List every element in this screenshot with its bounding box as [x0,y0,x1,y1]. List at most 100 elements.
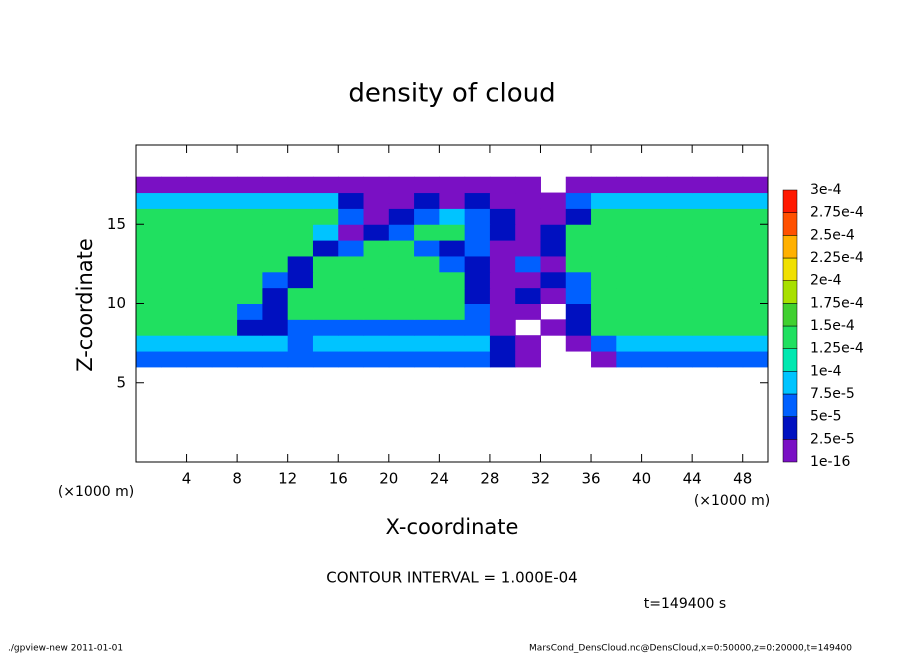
cell [742,319,769,336]
cell [565,192,592,209]
cell [312,224,339,241]
cell [414,303,440,320]
cell [489,240,516,257]
cell [641,192,668,209]
cell [616,271,643,289]
cell [439,303,466,320]
cell [692,240,718,257]
cell [211,192,238,209]
cell [136,319,162,336]
cell [363,224,390,241]
colorbar-label: 2e-4 [810,273,842,289]
colorbar-label: 5e-5 [810,409,841,425]
cell [692,319,718,336]
cell [388,208,415,225]
cell [388,255,415,273]
cell [565,319,592,336]
cell [161,303,188,320]
cell [414,255,440,273]
cell [312,303,339,320]
cell [616,255,643,273]
colorbar-label: 1.25e-4 [810,341,864,357]
cell [742,351,769,368]
cell [464,303,491,320]
colorbar-band [782,325,798,349]
cell [414,176,440,194]
colorbar-label: 2.25e-4 [810,250,864,266]
cell [262,335,289,352]
cell [287,192,314,209]
cell [692,287,718,304]
cell [161,208,188,225]
cell [565,224,592,241]
cell [591,303,617,320]
cell [591,240,617,257]
cell [338,287,365,304]
y-tick-label: 10 [107,294,126,312]
cell [388,335,415,352]
cell [641,303,668,320]
x-tick-label: 36 [581,470,600,488]
cell [312,287,339,304]
cell [515,335,541,352]
cell [136,271,162,289]
cell [439,319,466,336]
cell [136,303,162,320]
cell [666,335,693,352]
y-axis-label: Z-coordinate [73,238,97,372]
cell [237,303,263,320]
cell [338,192,365,209]
cell [515,287,541,304]
cell [287,271,314,289]
cell [237,240,263,257]
cell [616,192,643,209]
cell [287,319,314,336]
cell [641,240,668,257]
x-tick-label: 20 [379,470,398,488]
cell [616,240,643,257]
cell [338,224,365,241]
cell [363,303,390,320]
cell [388,271,415,289]
cell [666,287,693,304]
cell [414,319,440,336]
cell [161,351,188,368]
cell [161,271,188,289]
y-tick-label: 15 [107,215,126,233]
cell [591,287,617,304]
cell [287,287,314,304]
colorbar-label: 2.5e-5 [810,431,855,447]
cell [565,208,592,225]
colorbar-band [782,348,798,372]
cell [464,287,491,304]
cell [338,351,365,368]
cell [540,255,567,273]
cell [641,319,668,336]
cell [489,303,516,320]
cell [312,351,339,368]
cell [388,351,415,368]
footer-left: ./gpview-new 2011-01-01 [8,644,123,654]
cell [287,208,314,225]
cell [515,176,541,194]
cell [641,255,668,273]
cell [211,303,238,320]
colorbar-label: 7.5e-5 [810,386,855,402]
cell [489,192,516,209]
cell [388,287,415,304]
cell [186,351,213,368]
cell [338,271,365,289]
cell [616,176,643,194]
cell [692,303,718,320]
cell [439,287,466,304]
cell [616,335,643,352]
colorbar-label: 1e-16 [810,454,850,470]
cell [338,255,365,273]
cell [338,319,365,336]
cell [464,351,491,368]
cell [312,255,339,273]
cell [742,192,769,209]
colorbar-band [782,212,798,236]
cell [565,335,592,352]
cell [186,176,213,194]
